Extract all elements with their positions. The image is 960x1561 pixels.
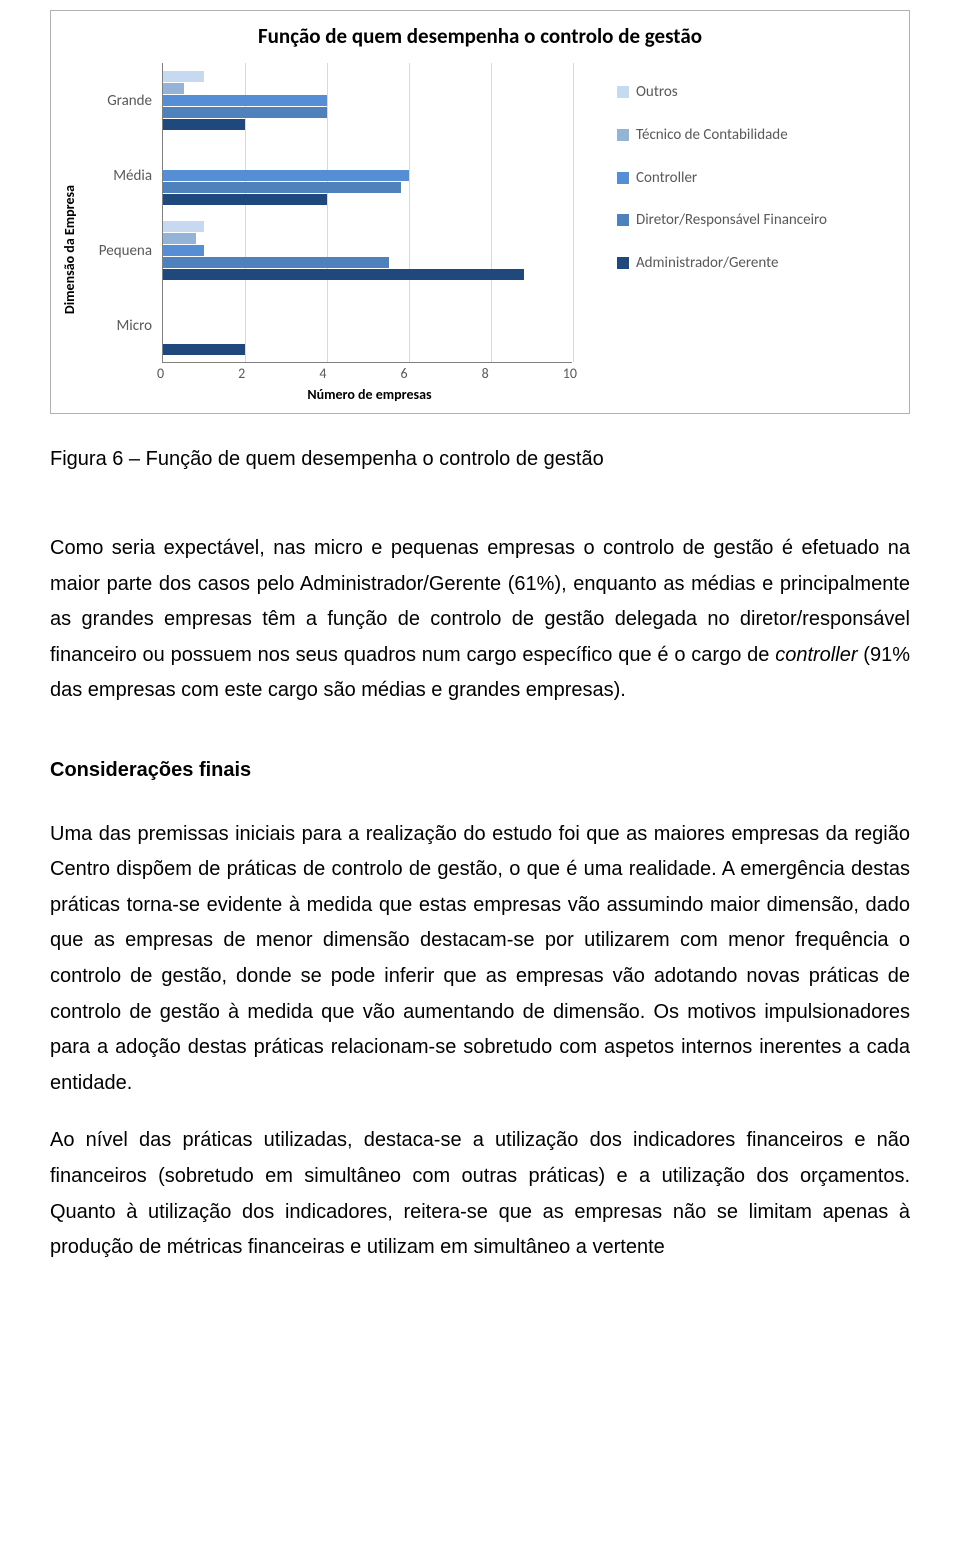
section-heading: Considerações finais [50, 753, 910, 789]
x-tick-labels: 0 2 4 6 8 10 [157, 365, 577, 382]
plot-area [162, 63, 572, 363]
paragraph-2: Uma das premissas iniciais para a realiz… [50, 817, 910, 1102]
legend-swatch [617, 86, 629, 98]
gridline [573, 63, 574, 362]
x-tick-label: 6 [400, 365, 407, 382]
x-tick-label: 4 [319, 365, 326, 382]
legend-label: Diretor/Responsável Financeiro [636, 211, 827, 230]
bar [163, 221, 204, 232]
plot-column: 0246810 Número de empresas [162, 63, 577, 403]
legend-item: Administrador/Gerente [617, 254, 847, 273]
bar [163, 83, 184, 94]
legend-item: Outros [617, 83, 847, 102]
legend-label: Administrador/Gerente [636, 254, 778, 273]
bar [163, 107, 327, 118]
y-category-label: Micro [78, 317, 152, 335]
bar-group [163, 138, 572, 213]
legend-swatch [617, 257, 629, 269]
legend-label: Outros [636, 83, 678, 102]
bar [163, 233, 196, 244]
bar [163, 194, 327, 205]
body-text: Como seria expectável, nas micro e peque… [50, 531, 910, 1266]
bar [163, 257, 389, 268]
legend-item: Técnico de Contabilidade [617, 126, 847, 145]
legend-swatch [617, 129, 629, 141]
legend-label: Controller [636, 169, 697, 188]
bar-group [163, 213, 572, 288]
x-tick-label: 10 [563, 365, 577, 382]
y-category-label: Grande [78, 92, 152, 110]
y-category-label: Pequena [78, 242, 152, 260]
bar [163, 119, 245, 130]
chart-title: Função de quem desempenha o controlo de … [57, 23, 903, 49]
chart-legend: Outros Técnico de Contabilidade Controller… [577, 63, 847, 403]
paragraph-1: Como seria expectável, nas micro e peque… [50, 531, 910, 709]
bar [163, 182, 401, 193]
legend-swatch [617, 172, 629, 184]
figure-caption: Figura 6 – Função de quem desempenha o c… [50, 448, 910, 471]
x-tick-label: 0 [157, 365, 164, 382]
x-tick-label: 2 [238, 365, 245, 382]
x-axis-label: Número de empresas [162, 386, 577, 403]
bar-group [163, 63, 572, 138]
bar [163, 269, 524, 280]
y-category-label: Média [78, 167, 152, 185]
p1-emphasis: controller [775, 644, 857, 666]
chart-container: Função de quem desempenha o controlo de … [50, 10, 910, 414]
legend-label: Técnico de Contabilidade [636, 126, 788, 145]
paragraph-3: Ao nível das práticas utilizadas, destac… [50, 1123, 910, 1265]
y-category-labels: Grande Média Pequena Micro [78, 63, 162, 363]
y-axis-label: Dimensão da Empresa [61, 151, 78, 314]
legend-item: Controller [617, 169, 847, 188]
chart-body: Dimensão da Empresa Grande Média Pequena Mi… [57, 63, 903, 403]
bar [163, 344, 245, 355]
bar [163, 95, 327, 106]
legend-item: Diretor/Responsável Financeiro [617, 211, 847, 230]
bar [163, 170, 409, 181]
x-tick-label: 8 [482, 365, 489, 382]
legend-swatch [617, 214, 629, 226]
bar-group [163, 288, 572, 363]
bar [163, 245, 204, 256]
bar [163, 71, 204, 82]
